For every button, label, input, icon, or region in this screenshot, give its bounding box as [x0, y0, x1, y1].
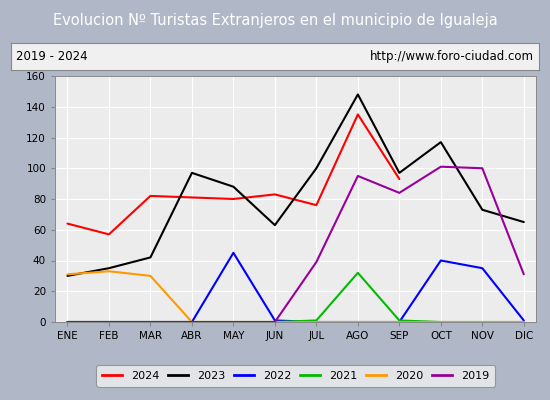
- Text: Evolucion Nº Turistas Extranjeros en el municipio de Igualeja: Evolucion Nº Turistas Extranjeros en el …: [53, 14, 497, 28]
- Legend: 2024, 2023, 2022, 2021, 2020, 2019: 2024, 2023, 2022, 2021, 2020, 2019: [96, 365, 495, 386]
- Text: http://www.foro-ciudad.com: http://www.foro-ciudad.com: [370, 50, 534, 63]
- Text: 2019 - 2024: 2019 - 2024: [16, 50, 88, 63]
